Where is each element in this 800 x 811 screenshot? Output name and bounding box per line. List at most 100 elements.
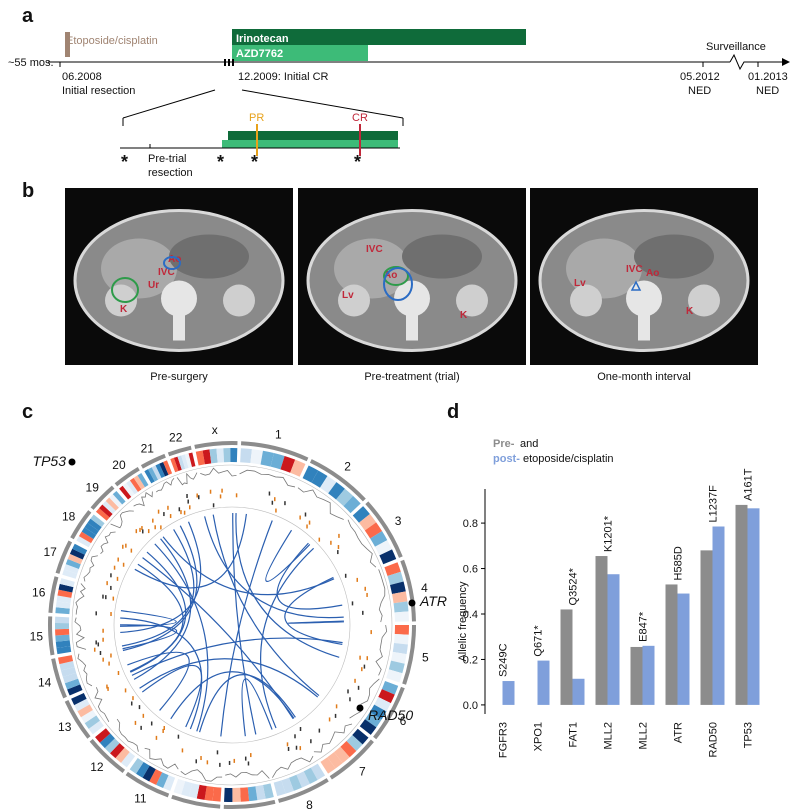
variant-tick — [142, 529, 144, 534]
ring — [71, 464, 393, 786]
copy-number-cell — [112, 490, 126, 505]
copy-number-cell — [358, 514, 377, 531]
variant-tick — [363, 664, 366, 669]
copy-number-cell — [384, 562, 401, 577]
variant-tick — [163, 725, 166, 730]
copy-number-cell — [64, 678, 81, 690]
variant-tick — [141, 526, 143, 531]
kidney — [570, 284, 602, 317]
event-date: 01.2013 — [748, 71, 788, 83]
copy-number-cell — [240, 448, 252, 464]
variant-tick — [154, 525, 156, 530]
chromosome-label: 16 — [32, 585, 46, 599]
variant-tick — [361, 667, 363, 672]
event-label: NED — [756, 85, 779, 97]
rearrangement — [284, 576, 343, 646]
variant-tick — [99, 651, 102, 656]
circos-plot: 12345678910111213141516171819202122xTP53… — [30, 423, 447, 811]
copy-number-cell — [359, 719, 377, 735]
chromosome-arc — [400, 559, 416, 622]
variant-tick — [299, 746, 302, 751]
kidney — [338, 284, 370, 317]
bar — [560, 609, 573, 705]
anatomy-label: Ao — [646, 268, 659, 279]
copy-number-cell — [393, 601, 409, 613]
kidney — [223, 284, 255, 317]
variant-tick — [356, 577, 358, 582]
rearrangement — [212, 514, 320, 697]
y-tick-label: 0.4 — [463, 609, 478, 621]
variant-tick — [102, 657, 104, 662]
copy-number-cell — [84, 522, 99, 535]
rearrangement — [127, 651, 190, 711]
variant-tick — [299, 726, 302, 731]
rearrangement — [220, 520, 273, 737]
rearrangement — [141, 664, 202, 728]
mutation-label: A161T — [743, 468, 755, 501]
axis-break — [729, 53, 782, 71]
copy-number-cell — [57, 589, 73, 598]
variant-tick — [138, 705, 141, 710]
chromosome-arc — [48, 616, 55, 656]
copy-number-cell — [328, 482, 345, 500]
chromosome-arc — [48, 576, 59, 613]
event-label: NED — [688, 85, 711, 97]
copy-number-cell — [155, 463, 166, 479]
coverage-line — [349, 678, 380, 719]
variant-tick — [97, 642, 100, 647]
copy-number-cell — [369, 704, 387, 720]
copy-number-cell — [260, 450, 274, 467]
rearrangement — [235, 513, 340, 658]
variant-tick — [366, 656, 369, 661]
arrow — [782, 58, 790, 66]
variant-tick — [357, 685, 360, 690]
copy-number-cell — [129, 477, 142, 492]
variant-tick — [364, 586, 366, 591]
chromosome-arc — [70, 510, 92, 540]
chromosome-arc — [51, 658, 67, 699]
copy-number-cell — [65, 558, 81, 570]
spine — [626, 280, 662, 317]
copy-number-cell — [343, 495, 361, 514]
rearrangement — [130, 551, 187, 673]
copy-number-cell — [99, 733, 115, 749]
variant-tick — [362, 610, 364, 615]
variant-tick — [274, 497, 276, 502]
variant-tick — [219, 762, 221, 767]
drug-label: AZD7762 — [236, 48, 283, 60]
copy-number-cell — [273, 780, 286, 797]
variant-tick — [247, 761, 250, 766]
chromosome-arc — [140, 453, 166, 469]
copy-number-cell — [381, 681, 399, 695]
chromosome-label: 21 — [141, 441, 155, 455]
variant-tick — [117, 557, 119, 562]
gene-dot — [356, 704, 364, 712]
variant-tick — [287, 746, 290, 751]
aorta-outline — [163, 256, 181, 270]
copy-number-cell — [78, 531, 94, 544]
variant-tick — [113, 565, 116, 570]
variant-tick — [328, 717, 331, 722]
copy-number-cell — [181, 781, 193, 797]
variant-tick — [219, 494, 222, 499]
zoom-label: resection — [148, 167, 193, 179]
bar — [735, 504, 748, 705]
tumor-outline — [630, 280, 642, 291]
copy-number-cell — [69, 548, 85, 560]
variant-tick — [117, 670, 120, 675]
y-tick-label: 0.0 — [463, 700, 478, 712]
variant-tick — [351, 601, 354, 606]
spine — [173, 314, 185, 341]
event-label: 12.2009: Initial CR — [238, 71, 329, 83]
variant-tick — [95, 611, 97, 616]
zoom-label: Pre-trial — [148, 153, 187, 165]
mutation-label: L1237F — [708, 485, 720, 523]
copy-number-cell — [290, 459, 306, 477]
azd-bar — [222, 140, 398, 148]
bar — [595, 556, 608, 705]
spine — [406, 314, 418, 341]
bar — [712, 526, 725, 705]
copy-number-cell — [63, 564, 79, 574]
chromosome-label: 3 — [395, 514, 402, 528]
copy-number-cell — [56, 646, 72, 655]
